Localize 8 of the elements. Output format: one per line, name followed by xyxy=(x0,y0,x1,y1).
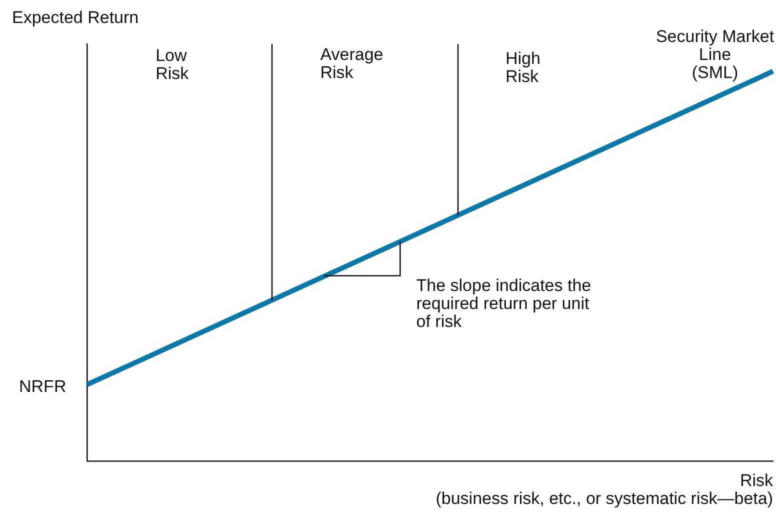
annotation: High Risk xyxy=(505,49,540,86)
x-axis-title: Risk (business risk, etc., or systematic risk—beta) xyxy=(436,471,773,508)
y-axis-title: Expected Return xyxy=(12,8,139,27)
annotation: The slope indicates the required return per unit of risk xyxy=(416,276,592,332)
annotation: Average Risk xyxy=(320,45,384,82)
series-label: Security Market Line (SML) xyxy=(656,27,774,82)
annotation: Low Risk xyxy=(156,46,189,83)
annotation: NRFR xyxy=(19,376,66,396)
